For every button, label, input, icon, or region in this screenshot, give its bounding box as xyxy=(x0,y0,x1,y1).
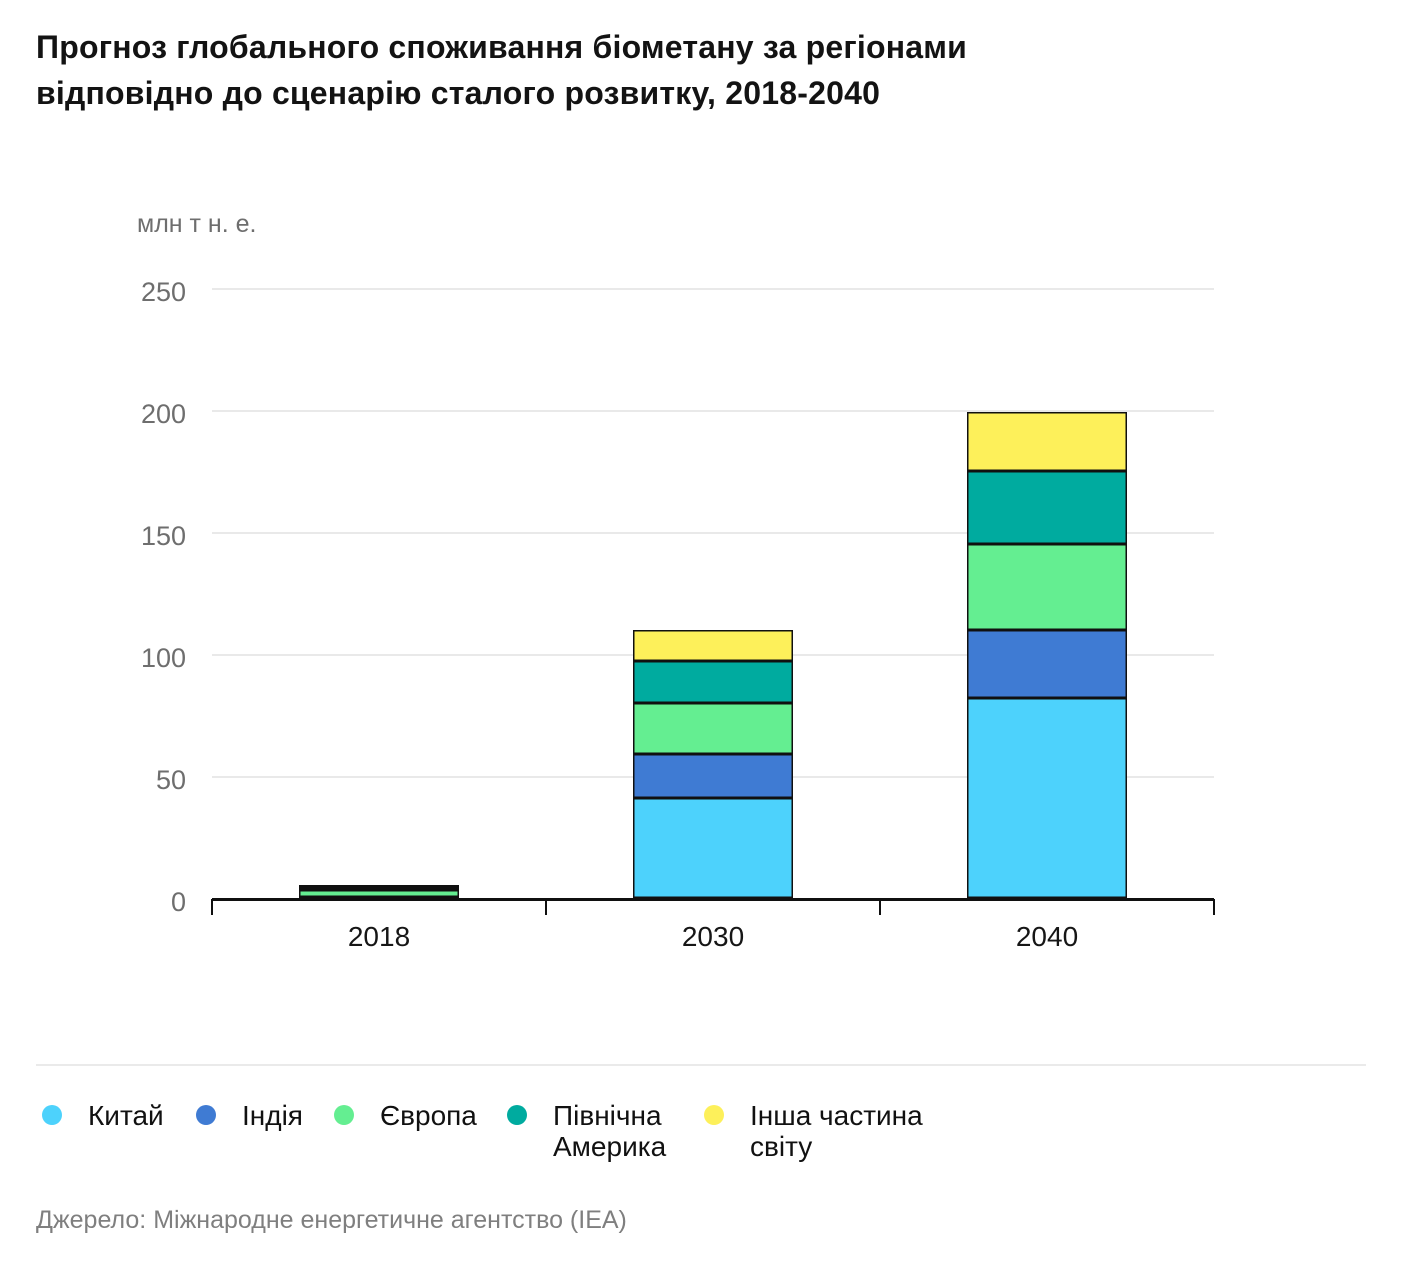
y-axis-tick-label-50: 50 xyxy=(155,765,186,795)
bar-2040[interactable] xyxy=(967,412,1127,898)
bar-segment-2040-0[interactable] xyxy=(967,697,1127,898)
bar-segment-2030-2[interactable] xyxy=(633,702,793,755)
y-axis-tick-label-200: 200 xyxy=(140,399,186,429)
legend-item-india[interactable]: Індія xyxy=(196,1100,303,1131)
legend-item-north-america[interactable]: Північна Америка xyxy=(507,1100,703,1162)
bar-segment-2030-4[interactable] xyxy=(633,629,793,662)
source-note: Джерело: Міжнародне енергетичне агентств… xyxy=(36,1206,627,1234)
legend-item-china[interactable]: Китай xyxy=(42,1100,164,1131)
legend-label-rest-of-world: Інша частина світу xyxy=(750,1100,923,1162)
x-axis-tick xyxy=(1213,899,1215,915)
gridline-250 xyxy=(212,288,1214,290)
x-axis-tick xyxy=(879,899,881,915)
legend-swatch-china xyxy=(42,1105,62,1125)
y-axis-tick-label-150: 150 xyxy=(140,521,186,551)
bar-segment-2018-4[interactable] xyxy=(299,885,459,888)
bar-segment-2030-3[interactable] xyxy=(633,661,793,703)
x-axis-label-2040: 2040 xyxy=(1015,921,1079,952)
y-axis-tick-label-100: 100 xyxy=(140,643,186,673)
legend-divider xyxy=(36,1064,1366,1066)
x-axis-tick xyxy=(211,899,213,915)
y-axis-unit-label: млн т н. е. xyxy=(137,210,257,238)
y-axis-tick-label-250: 250 xyxy=(140,277,186,307)
bar-segment-2030-1[interactable] xyxy=(633,754,793,798)
gridline-150 xyxy=(212,532,1214,534)
plot-area xyxy=(212,288,1214,901)
bar-segment-2040-3[interactable] xyxy=(967,471,1127,545)
chart-title-line-1: Прогноз глобального споживання біометану… xyxy=(36,29,967,65)
bar-segment-2018-0[interactable] xyxy=(299,897,459,898)
legend-swatch-europe xyxy=(334,1105,354,1125)
legend-label-india: Індія xyxy=(242,1100,303,1131)
legend-label-north-america: Північна Америка xyxy=(553,1100,667,1162)
bar-segment-2040-2[interactable] xyxy=(967,544,1127,630)
bar-segment-2040-4[interactable] xyxy=(967,412,1127,472)
x-axis-label-2018: 2018 xyxy=(347,921,411,952)
x-axis-tick xyxy=(545,899,547,915)
chart-title: Прогноз глобального споживання біометану… xyxy=(36,24,967,116)
bar-segment-2030-0[interactable] xyxy=(633,797,793,898)
legend-swatch-north-america xyxy=(507,1105,527,1125)
legend: Китай Індія Європа Північна Америка Інша… xyxy=(0,1100,1402,1170)
bar-2018[interactable] xyxy=(299,885,459,898)
bar-2030[interactable] xyxy=(633,629,793,898)
bar-segment-2018-3[interactable] xyxy=(299,887,459,891)
y-axis-tick-label-0: 0 xyxy=(170,887,186,917)
bar-segment-2018-2[interactable] xyxy=(299,890,459,897)
gridline-200 xyxy=(212,410,1214,412)
legend-item-rest-of-world[interactable]: Інша частина світу xyxy=(704,1100,965,1162)
bar-segment-2040-1[interactable] xyxy=(967,629,1127,698)
legend-swatch-india xyxy=(196,1105,216,1125)
legend-item-europe[interactable]: Європа xyxy=(334,1100,477,1131)
x-axis-label-2030: 2030 xyxy=(681,921,745,952)
legend-swatch-rest-of-world xyxy=(704,1105,724,1125)
chart-title-line-2: відповідно до сценарію сталого розвитку,… xyxy=(36,75,881,111)
legend-label-china: Китай xyxy=(88,1100,164,1131)
legend-label-europe: Європа xyxy=(380,1100,477,1131)
